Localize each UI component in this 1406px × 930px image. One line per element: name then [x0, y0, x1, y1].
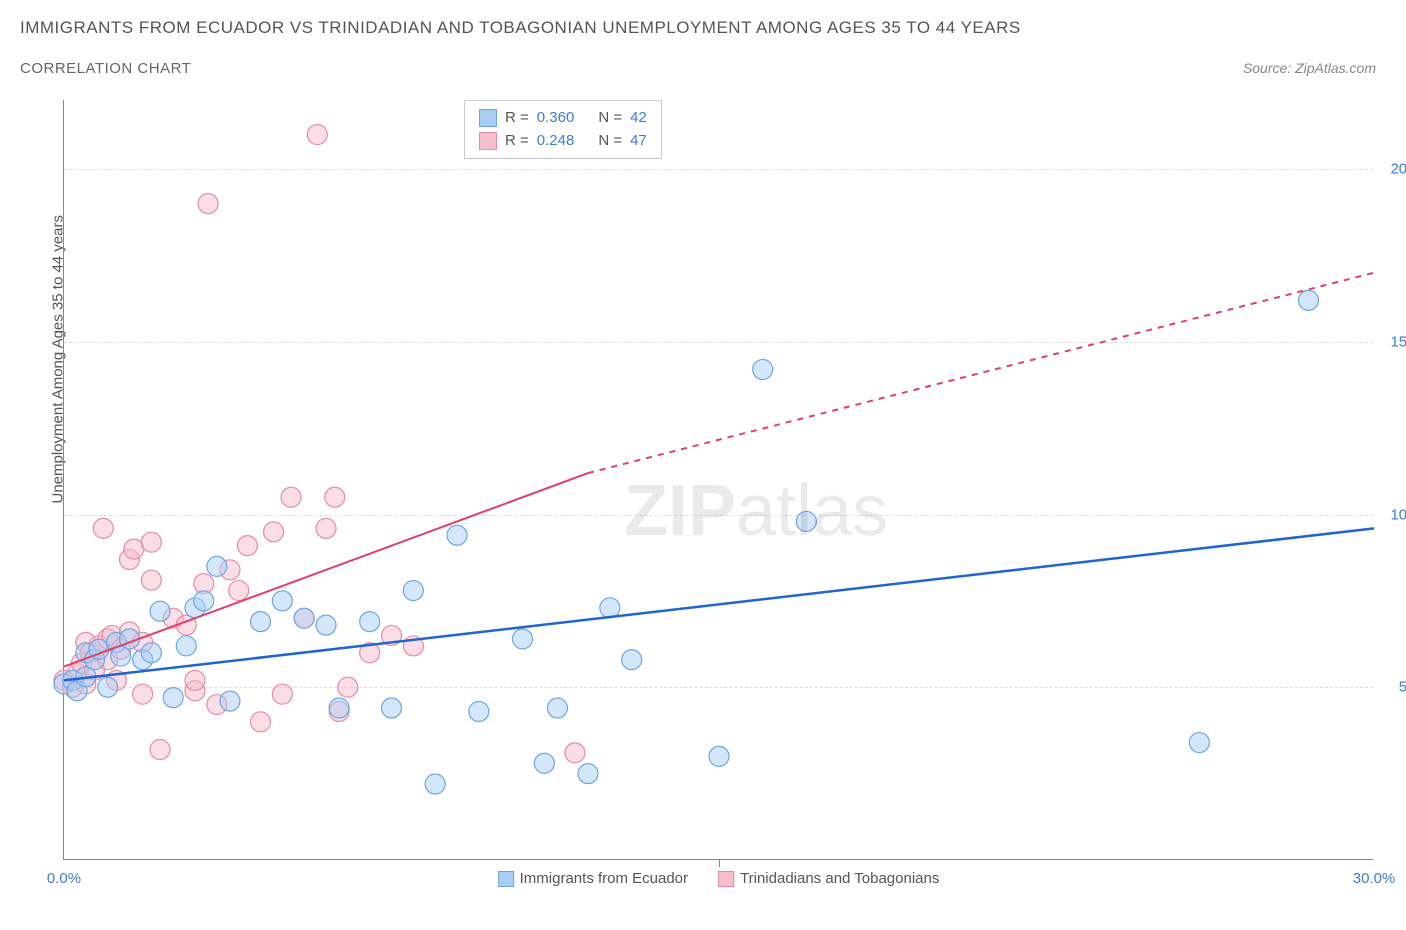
data-point — [316, 615, 336, 635]
legend-item-2: Trinidadians and Tobagonians — [718, 870, 939, 887]
x-tick-label: 0.0% — [47, 870, 81, 887]
y-tick-label: 15.0% — [1390, 333, 1406, 350]
data-point — [600, 598, 620, 618]
data-point — [251, 712, 271, 732]
data-point — [425, 774, 445, 794]
data-point — [513, 629, 533, 649]
r-label-2: R = — [505, 130, 529, 153]
data-point — [547, 698, 567, 718]
data-point — [338, 677, 358, 697]
r-value-1: 0.360 — [537, 107, 575, 130]
data-point — [185, 670, 205, 690]
trend-line — [588, 273, 1374, 473]
plot-area: 5.0%10.0%15.0%20.0% ZIPatlas R = 0.360 N… — [63, 100, 1373, 860]
data-point — [294, 608, 314, 628]
stats-legend: R = 0.360 N = 42 R = 0.248 N = 47 — [464, 100, 662, 159]
chart-subtitle: CORRELATION CHART — [20, 60, 191, 77]
data-point — [316, 518, 336, 538]
n-label-2: N = — [598, 130, 622, 153]
data-point — [133, 684, 153, 704]
y-tick-label: 20.0% — [1390, 161, 1406, 178]
stats-row-2: R = 0.248 N = 47 — [479, 130, 647, 153]
n-value-2: 47 — [630, 130, 647, 153]
y-tick-label: 5.0% — [1399, 679, 1406, 696]
data-point — [237, 536, 257, 556]
trend-line — [64, 528, 1374, 680]
swatch-series-1 — [479, 109, 497, 127]
data-point — [141, 532, 161, 552]
data-point — [622, 650, 642, 670]
data-point — [150, 601, 170, 621]
data-point — [1299, 290, 1319, 310]
data-point — [796, 511, 816, 531]
data-point — [198, 194, 218, 214]
x-tick — [719, 859, 720, 867]
data-point — [229, 581, 249, 601]
chart-title: IMMIGRANTS FROM ECUADOR VS TRINIDADIAN A… — [20, 18, 1021, 38]
series-legend: Immigrants from Ecuador Trinidadians and… — [498, 870, 940, 887]
r-label-1: R = — [505, 107, 529, 130]
data-point — [176, 636, 196, 656]
data-point — [141, 570, 161, 590]
data-point — [709, 746, 729, 766]
data-point — [281, 487, 301, 507]
data-point — [264, 522, 284, 542]
data-point — [251, 612, 271, 632]
swatch-icon — [718, 871, 734, 887]
data-point — [272, 684, 292, 704]
stats-row-1: R = 0.360 N = 42 — [479, 107, 647, 130]
data-point — [207, 556, 227, 576]
r-value-2: 0.248 — [537, 130, 575, 153]
legend-label-2: Trinidadians and Tobagonians — [740, 870, 939, 887]
swatch-icon — [498, 871, 514, 887]
data-point — [141, 643, 161, 663]
data-point — [272, 591, 292, 611]
data-point — [382, 698, 402, 718]
data-point — [194, 591, 214, 611]
legend-label-1: Immigrants from Ecuador — [520, 870, 688, 887]
data-point — [469, 701, 489, 721]
y-tick-label: 10.0% — [1390, 506, 1406, 523]
x-tick-label: 30.0% — [1353, 870, 1396, 887]
data-point — [93, 518, 113, 538]
n-label-1: N = — [598, 107, 622, 130]
data-point — [220, 691, 240, 711]
legend-item-1: Immigrants from Ecuador — [498, 870, 688, 887]
data-point — [325, 487, 345, 507]
n-value-1: 42 — [630, 107, 647, 130]
data-point — [329, 698, 349, 718]
data-point — [98, 677, 118, 697]
data-point — [360, 612, 380, 632]
swatch-series-2 — [479, 132, 497, 150]
data-point — [163, 688, 183, 708]
data-point — [534, 753, 554, 773]
data-point — [447, 525, 467, 545]
data-point — [1189, 733, 1209, 753]
data-point — [753, 359, 773, 379]
scatter-svg — [64, 100, 1373, 859]
data-point — [150, 739, 170, 759]
data-point — [403, 581, 423, 601]
chart-container: Unemployment Among Ages 35 to 44 years 5… — [48, 95, 1388, 885]
source-attribution: Source: ZipAtlas.com — [1243, 60, 1376, 76]
data-point — [578, 764, 598, 784]
data-point — [307, 125, 327, 145]
data-point — [565, 743, 585, 763]
